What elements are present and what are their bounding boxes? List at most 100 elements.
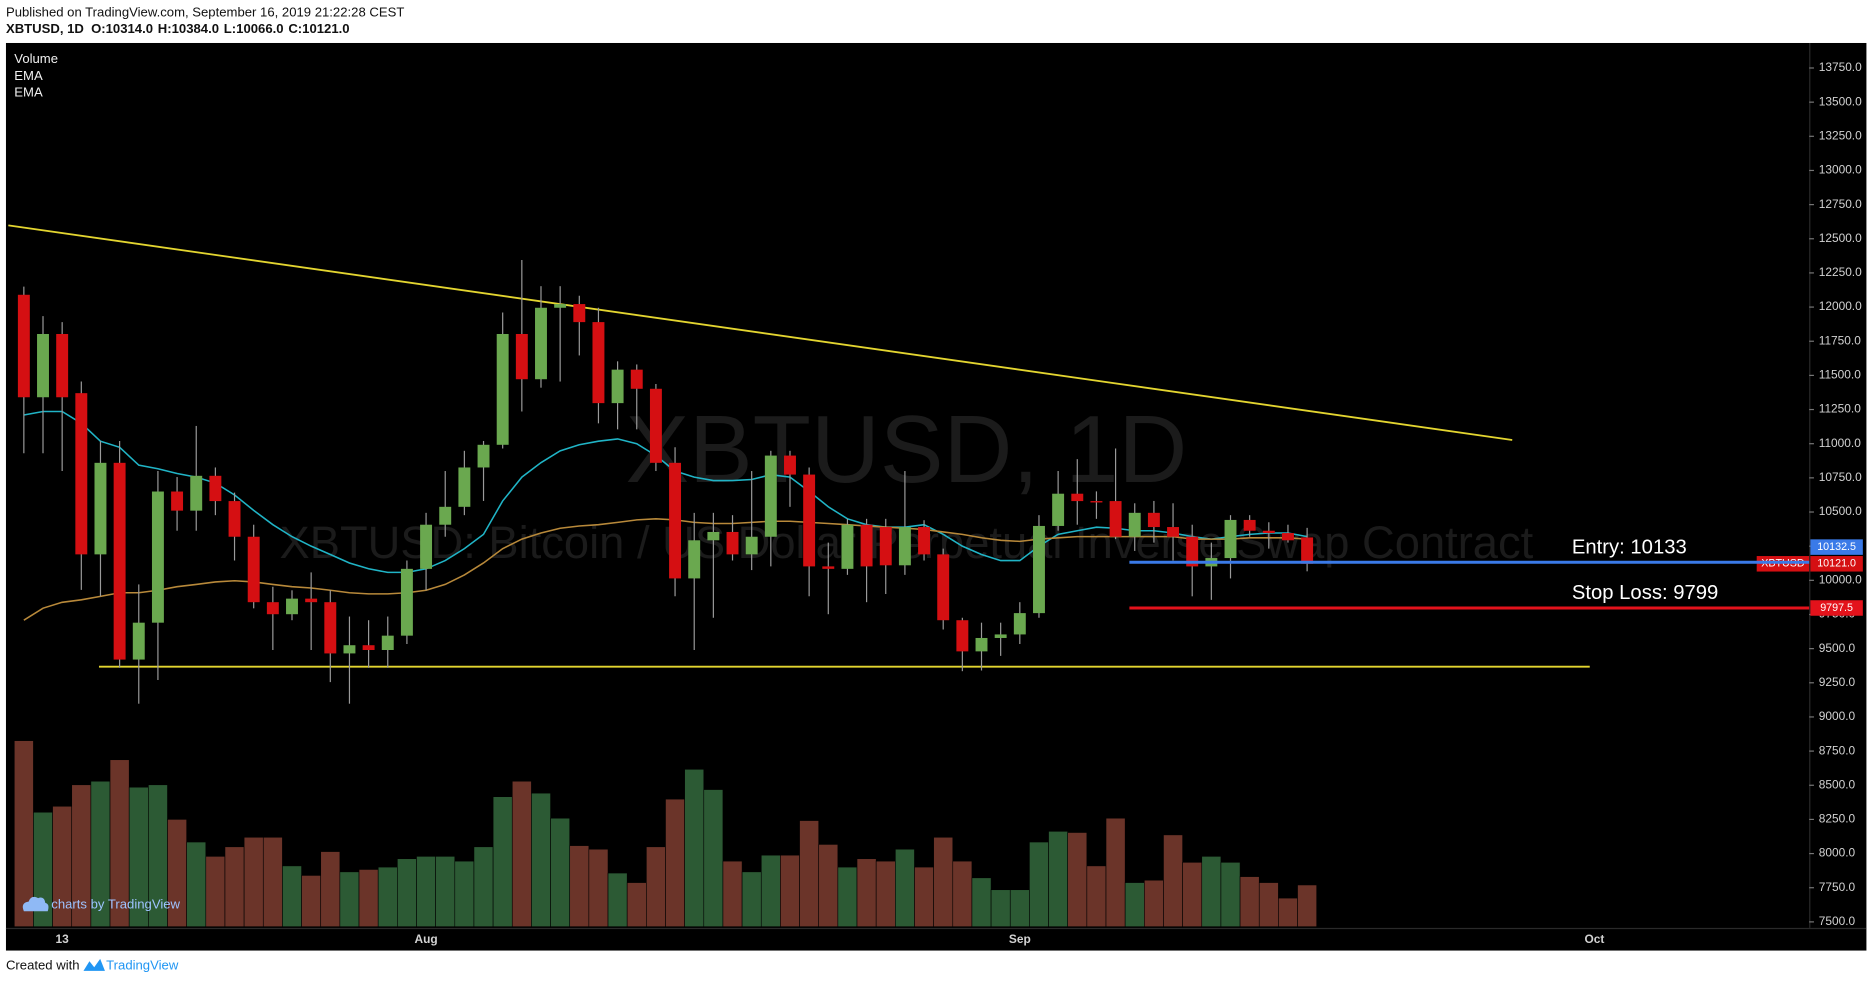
- volume-bar: [607, 872, 628, 928]
- volume-bar: [492, 796, 513, 928]
- volume-bar: [397, 858, 417, 928]
- volume-bar: [301, 875, 322, 928]
- badge-text[interactable]: charts by TradingView: [51, 897, 180, 912]
- volume-bar: [780, 854, 800, 928]
- y-tick-label: 11000.0: [1819, 436, 1862, 450]
- candle-body: [305, 598, 318, 603]
- candle-body: [726, 531, 739, 555]
- symbol: XBTUSD, 1D: [6, 21, 84, 36]
- volume-bar: [722, 860, 743, 928]
- volume-bar: [837, 866, 858, 928]
- candle-body: [1224, 519, 1237, 559]
- candle-body: [669, 462, 682, 579]
- candle-body: [132, 622, 145, 660]
- candle-body: [918, 527, 931, 555]
- price-line-text: Entry: 10133: [1572, 536, 1687, 558]
- last-price-symbol-box: [1756, 556, 1810, 572]
- candle-body: [745, 536, 758, 555]
- volume-bar: [990, 889, 1011, 928]
- watermark: XBTUSD, 1D: [625, 397, 1187, 503]
- candle-body: [803, 474, 816, 567]
- candle-body: [1013, 613, 1026, 635]
- volume-bar: [895, 848, 915, 928]
- y-tick-label: 9250.0: [1819, 675, 1856, 689]
- candle-body: [171, 491, 184, 511]
- candle-body: [592, 322, 605, 404]
- candle-body: [496, 333, 509, 445]
- volume-bar: [320, 851, 341, 928]
- price-line-box: [1810, 539, 1863, 555]
- candle-body: [822, 566, 835, 569]
- candle-body: [1167, 527, 1180, 537]
- candle-body: [228, 501, 241, 537]
- candle-body: [190, 475, 203, 511]
- candle-body: [841, 524, 854, 569]
- volume-bar: [262, 836, 283, 928]
- volume-bar: [856, 858, 877, 928]
- volume-bar: [1144, 879, 1164, 928]
- candle-body: [381, 635, 394, 651]
- candle-body: [266, 602, 279, 615]
- chart-background: [5, 42, 1867, 951]
- volume-bar: [224, 846, 245, 928]
- candle-body: [707, 531, 720, 541]
- volume-bar: [1201, 856, 1222, 928]
- volume-bar: [665, 798, 685, 928]
- y-tick-label: 10000.0: [1819, 572, 1862, 586]
- volume-bar: [588, 848, 609, 928]
- brand[interactable]: TradingView: [106, 958, 179, 973]
- volume-bar: [1009, 889, 1030, 928]
- candle-body: [17, 294, 30, 398]
- ohlc-open: O:10314.0: [91, 21, 153, 36]
- brand-icon: [83, 958, 105, 971]
- ema-line: [23, 410, 1308, 574]
- candle-body: [477, 444, 490, 468]
- price-line-label: 10132.5: [1817, 541, 1856, 553]
- volume-bar: [1067, 832, 1088, 928]
- x-tick-label: Aug: [414, 932, 437, 946]
- badge[interactable]: charts by TradingView: [22, 897, 181, 912]
- candle-body: [994, 634, 1007, 638]
- volume-bar: [703, 789, 724, 928]
- volume-bar: [1124, 882, 1145, 928]
- y-tick-label: 13500.0: [1819, 94, 1862, 108]
- candle-body: [688, 540, 701, 579]
- price-line-text: Stop Loss: 9799: [1572, 582, 1718, 604]
- last-price-box: [1810, 556, 1863, 572]
- y-tick-label: 8500.0: [1819, 777, 1856, 791]
- volume-bar: [1297, 884, 1317, 928]
- volume-bar: [626, 882, 647, 928]
- candle-body: [37, 333, 49, 398]
- candle-body: [1281, 533, 1294, 541]
- volume-bar: [511, 780, 532, 928]
- y-tick-label: 8750.0: [1819, 743, 1856, 757]
- y-tick-label: 13750.0: [1819, 60, 1862, 74]
- volume-bar: [952, 860, 973, 928]
- candle-body: [343, 645, 356, 654]
- volume-bar: [377, 866, 398, 928]
- y-tick-label: 11250.0: [1819, 402, 1862, 416]
- y-tick-label: 12000.0: [1819, 299, 1862, 313]
- volume-bar: [454, 860, 475, 928]
- candle-body: [1243, 519, 1256, 531]
- candle-body: [554, 304, 567, 308]
- y-tick-label: 12500.0: [1819, 231, 1862, 245]
- volume-bar: [971, 877, 992, 928]
- plot: 7500.0 7750.0 8000.0 8250.0 8500.0 8750.0 9000…: [8, 60, 1863, 946]
- y-tick-label: 12250.0: [1819, 265, 1862, 279]
- candle-body: [898, 527, 911, 566]
- y-tick-label: 8250.0: [1819, 812, 1856, 826]
- y-tick-label: 11750.0: [1819, 333, 1862, 347]
- candle-body: [247, 536, 260, 603]
- price-line-box: [1810, 600, 1863, 616]
- candle-body: [400, 568, 413, 636]
- y-tick-label: 7750.0: [1819, 880, 1856, 894]
- candle-body: [1052, 493, 1065, 526]
- candle-body: [975, 637, 988, 652]
- y-tick-label: 10750.0: [1819, 470, 1862, 484]
- candle-body: [937, 554, 950, 621]
- x-tick-label: Oct: [1584, 932, 1604, 946]
- volume-bar: [1258, 882, 1279, 928]
- candle-body: [56, 333, 69, 398]
